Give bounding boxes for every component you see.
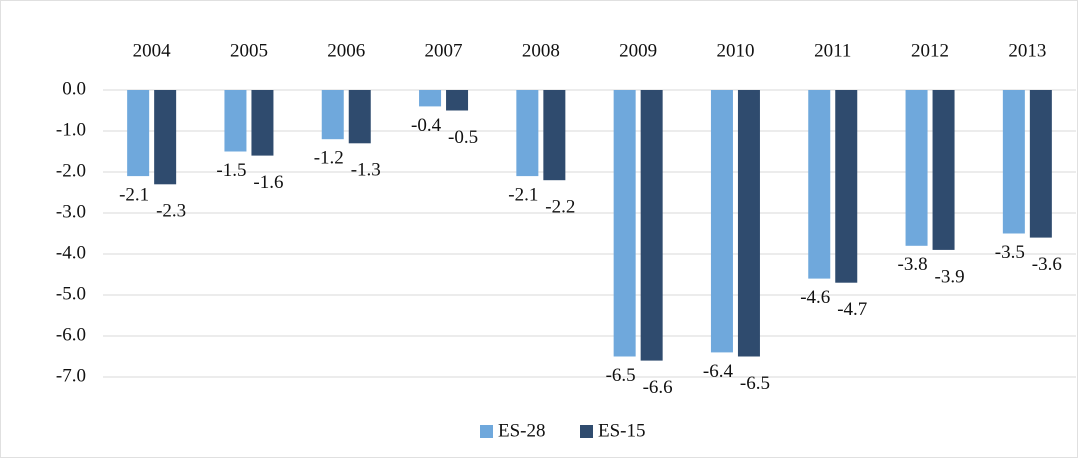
bar — [613, 90, 636, 357]
legend-label: ES-28 — [498, 420, 546, 441]
x-tick-label: 2010 — [716, 40, 754, 61]
data-label: -3.9 — [935, 266, 965, 287]
bar — [932, 90, 955, 250]
y-tick-label: -4.0 — [56, 242, 86, 263]
data-label: -3.8 — [898, 254, 928, 275]
bar — [1002, 90, 1025, 234]
data-label: -4.7 — [837, 299, 867, 320]
legend-label: ES-15 — [598, 420, 646, 441]
x-tick-label: 2012 — [911, 40, 949, 61]
data-label: -2.3 — [156, 201, 186, 222]
bar — [737, 90, 760, 357]
x-tick-label: 2011 — [814, 40, 851, 61]
bar — [446, 90, 469, 111]
y-tick-label: -1.0 — [56, 119, 86, 140]
data-label: -0.4 — [411, 115, 442, 136]
data-label: -6.4 — [703, 361, 734, 382]
bar — [835, 90, 858, 283]
y-tick-label: -7.0 — [56, 365, 86, 386]
x-tick-label: 2007 — [425, 40, 463, 61]
bar — [154, 90, 177, 185]
y-tick-label: -3.0 — [56, 201, 86, 222]
bar — [808, 90, 831, 279]
data-label: -1.6 — [253, 172, 283, 193]
data-label: -4.6 — [800, 287, 830, 308]
data-label: -2.1 — [508, 184, 538, 205]
data-label: -6.5 — [606, 365, 636, 386]
data-label: -1.5 — [216, 160, 246, 181]
data-label: -1.2 — [314, 148, 344, 169]
bar — [127, 90, 150, 177]
data-label: -3.5 — [995, 242, 1025, 263]
data-label: -6.6 — [643, 377, 673, 398]
data-label: -0.5 — [448, 127, 478, 148]
bar — [640, 90, 663, 361]
bar — [321, 90, 344, 140]
x-tick-label: 2005 — [230, 40, 268, 61]
y-tick-label: -6.0 — [56, 324, 86, 345]
data-label: -6.5 — [740, 373, 770, 394]
data-label: -2.2 — [545, 197, 575, 218]
x-tick-label: 2009 — [619, 40, 657, 61]
bar — [251, 90, 274, 156]
bar — [348, 90, 371, 144]
data-label: -3.6 — [1032, 254, 1062, 275]
y-tick-label: 0.0 — [62, 78, 86, 99]
bar — [516, 90, 539, 177]
bar — [543, 90, 566, 181]
data-label: -1.3 — [351, 160, 381, 181]
x-tick-label: 2013 — [1008, 40, 1046, 61]
y-tick-label: -2.0 — [56, 160, 86, 181]
bar — [710, 90, 733, 353]
x-tick-label: 2004 — [133, 40, 172, 61]
data-label: -2.1 — [119, 184, 149, 205]
legend-swatch — [580, 425, 593, 438]
bar — [905, 90, 928, 246]
bar — [419, 90, 442, 107]
y-tick-label: -5.0 — [56, 283, 86, 304]
bar — [1029, 90, 1052, 238]
legend-swatch — [480, 425, 493, 438]
bar — [224, 90, 247, 152]
x-tick-label: 2008 — [522, 40, 560, 61]
x-tick-label: 2006 — [327, 40, 365, 61]
